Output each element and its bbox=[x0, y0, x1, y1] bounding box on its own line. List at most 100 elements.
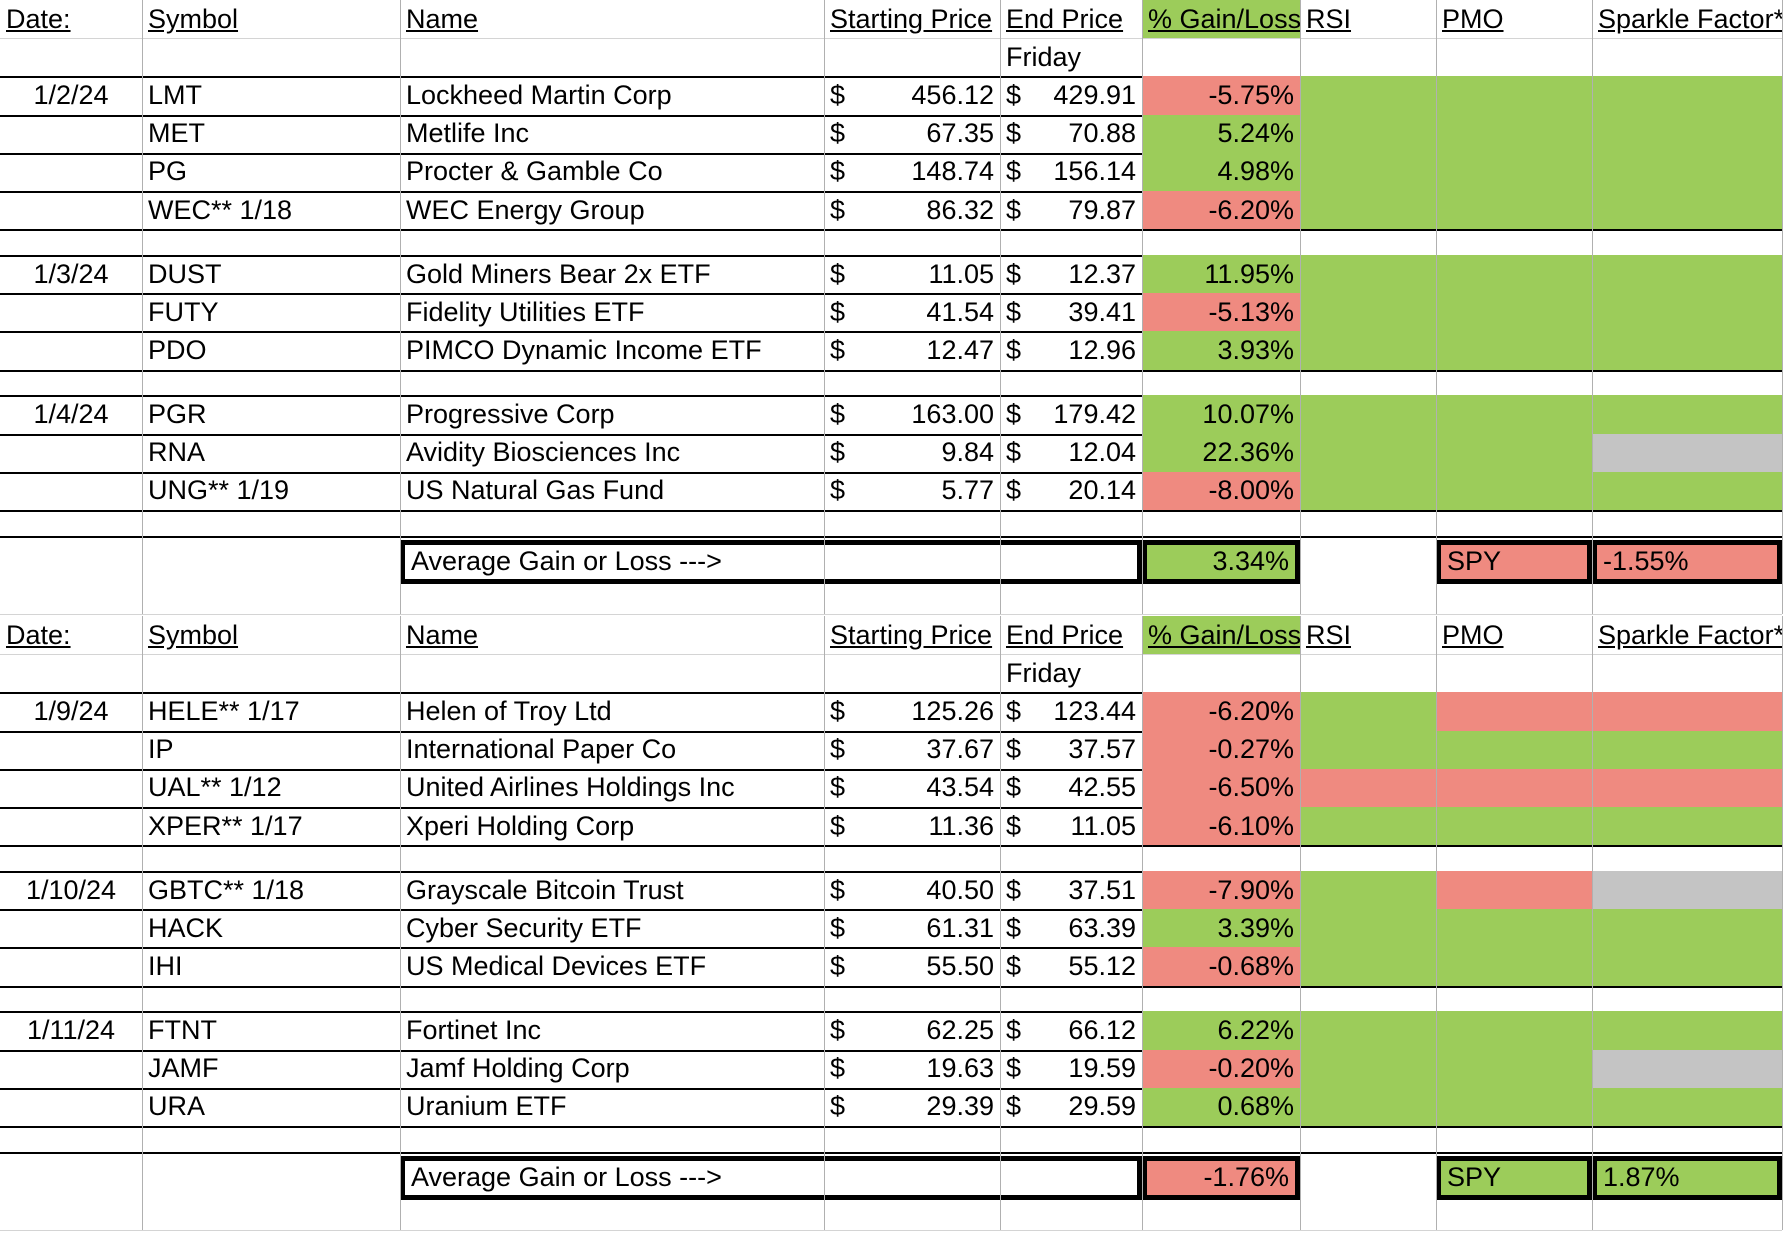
row-border bbox=[0, 807, 1782, 809]
row-name: Progressive Corp bbox=[406, 398, 615, 429]
sparkle-status-cell bbox=[1592, 152, 1782, 191]
column-border bbox=[1142, 0, 1143, 614]
row-name: International Paper Co bbox=[406, 734, 677, 765]
row-end-price: 12.37 bbox=[1068, 258, 1136, 289]
currency-symbol: $ bbox=[830, 734, 846, 765]
sparkle-status-cell bbox=[1592, 331, 1782, 370]
currency-symbol: $ bbox=[1006, 912, 1022, 943]
currency-symbol: $ bbox=[830, 79, 846, 110]
sparkle-status-cell bbox=[1592, 1049, 1782, 1088]
row-name: Grayscale Bitcoin Trust bbox=[406, 874, 684, 905]
sparkle-status-cell bbox=[1592, 807, 1782, 846]
header-date: Date: bbox=[6, 3, 71, 34]
row-end-price: 42.55 bbox=[1068, 772, 1136, 803]
row-border bbox=[0, 1229, 1782, 1231]
row-symbol: RNA bbox=[148, 437, 206, 468]
rsi-status-cell bbox=[1300, 76, 1436, 115]
row-gain-loss: -6.50% bbox=[1142, 768, 1300, 807]
row-name: Metlife Inc bbox=[406, 118, 530, 149]
pmo-status-cell bbox=[1436, 152, 1592, 191]
column-border bbox=[1592, 616, 1593, 1230]
header-date: Date: bbox=[6, 619, 71, 650]
row-name: Helen of Troy Ltd bbox=[406, 695, 612, 726]
row-date: 1/4/24 bbox=[33, 398, 109, 429]
sparkle-status-cell bbox=[1592, 433, 1782, 472]
column-border bbox=[400, 0, 401, 614]
pmo-status-cell bbox=[1436, 768, 1592, 807]
row-gain-loss: -0.20% bbox=[1142, 1049, 1300, 1088]
row-gain-loss: -8.00% bbox=[1142, 471, 1300, 510]
column-border bbox=[142, 616, 143, 1230]
row-symbol: PDO bbox=[148, 334, 207, 365]
row-border bbox=[0, 654, 1782, 656]
currency-symbol: $ bbox=[1006, 79, 1022, 110]
row-date bbox=[0, 472, 142, 510]
row-gain-loss: 4.98% bbox=[1142, 152, 1300, 191]
sparkle-status-cell bbox=[1592, 692, 1782, 731]
currency-symbol: $ bbox=[1006, 437, 1022, 468]
header-sparkle-factor: Sparkle Factor* bbox=[1598, 619, 1782, 650]
row-border bbox=[0, 730, 1782, 733]
row-border bbox=[0, 191, 1782, 193]
currency-symbol: $ bbox=[1006, 258, 1022, 289]
header-symbol: Symbol bbox=[148, 3, 239, 34]
currency-symbol: $ bbox=[830, 772, 846, 803]
currency-symbol: $ bbox=[830, 194, 846, 225]
row-name: Xperi Holding Corp bbox=[406, 810, 635, 841]
row-end-price: 12.04 bbox=[1068, 437, 1136, 468]
row-starting-price: 29.39 bbox=[926, 1091, 994, 1122]
pmo-status-cell bbox=[1436, 1087, 1592, 1126]
column-border bbox=[1436, 0, 1437, 614]
pmo-status-cell bbox=[1436, 909, 1592, 948]
row-starting-price: 456.12 bbox=[911, 79, 994, 110]
row-border bbox=[0, 369, 1782, 372]
sparkle-status-cell bbox=[1592, 293, 1782, 332]
header-name: Name bbox=[406, 619, 479, 650]
row-border bbox=[0, 1087, 1782, 1090]
rsi-status-cell bbox=[1300, 871, 1436, 910]
currency-symbol: $ bbox=[1006, 1014, 1022, 1045]
row-end-price: 12.96 bbox=[1068, 334, 1136, 365]
row-symbol: MET bbox=[148, 118, 205, 149]
rsi-status-cell bbox=[1300, 395, 1436, 434]
row-border bbox=[0, 947, 1782, 950]
row-symbol: IHI bbox=[148, 950, 183, 981]
row-border bbox=[0, 331, 1782, 334]
pmo-status-cell bbox=[1436, 191, 1592, 230]
row-end-price: 179.42 bbox=[1053, 398, 1136, 429]
row-symbol: UAL** 1/12 bbox=[148, 772, 282, 803]
currency-symbol: $ bbox=[830, 874, 846, 905]
header-starting-price: Starting Price bbox=[830, 3, 993, 34]
sparkle-status-cell bbox=[1592, 76, 1782, 115]
row-date bbox=[0, 293, 142, 331]
row-date bbox=[0, 331, 142, 369]
row-gain-loss: -5.75% bbox=[1142, 76, 1300, 115]
row-symbol: HACK bbox=[148, 912, 224, 943]
row-gain-loss: -7.90% bbox=[1142, 871, 1300, 910]
rsi-status-cell bbox=[1300, 768, 1436, 807]
row-date: 1/10/24 bbox=[25, 874, 117, 905]
rsi-status-cell bbox=[1300, 1049, 1436, 1088]
row-border bbox=[0, 845, 1782, 848]
pmo-status-cell bbox=[1436, 1049, 1592, 1088]
row-symbol: WEC** 1/18 bbox=[148, 194, 293, 225]
row-date bbox=[0, 115, 142, 153]
sparkle-status-cell bbox=[1592, 768, 1782, 807]
row-gain-loss: 3.93% bbox=[1142, 331, 1300, 370]
rsi-status-cell bbox=[1300, 730, 1436, 769]
row-border bbox=[0, 535, 1782, 538]
currency-symbol: $ bbox=[1006, 950, 1022, 981]
row-border bbox=[0, 985, 1782, 988]
row-date bbox=[0, 1050, 142, 1088]
row-gain-loss: -6.20% bbox=[1142, 692, 1300, 731]
currency-symbol: $ bbox=[1006, 734, 1022, 765]
header-rsi: RSI bbox=[1306, 3, 1352, 34]
pmo-status-cell bbox=[1436, 471, 1592, 510]
row-name: Gold Miners Bear 2x ETF bbox=[406, 258, 711, 289]
spy-value: -1.55% bbox=[1592, 539, 1782, 584]
currency-symbol: $ bbox=[1006, 156, 1022, 187]
row-border bbox=[0, 1151, 1782, 1154]
rsi-status-cell bbox=[1300, 152, 1436, 191]
currency-symbol: $ bbox=[1006, 874, 1022, 905]
header-gain-loss: % Gain/Loss bbox=[1142, 616, 1300, 655]
